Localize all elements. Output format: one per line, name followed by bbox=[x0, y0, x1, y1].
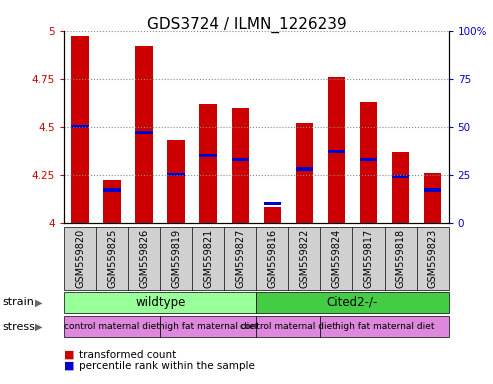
Text: GSM559816: GSM559816 bbox=[267, 229, 278, 288]
Text: high fat maternal diet: high fat maternal diet bbox=[159, 322, 258, 331]
Text: wildtype: wildtype bbox=[135, 296, 185, 309]
Bar bbox=[168, 173, 185, 177]
Bar bbox=[71, 125, 89, 129]
Text: Cited2-/-: Cited2-/- bbox=[327, 296, 378, 309]
Text: control maternal diet: control maternal diet bbox=[241, 322, 336, 331]
Text: GSM559821: GSM559821 bbox=[203, 228, 213, 288]
Text: GSM559825: GSM559825 bbox=[107, 228, 117, 288]
Text: GSM559824: GSM559824 bbox=[331, 228, 342, 288]
Bar bbox=[71, 36, 89, 223]
Text: GDS3724 / ILMN_1226239: GDS3724 / ILMN_1226239 bbox=[146, 17, 347, 33]
Text: transformed count: transformed count bbox=[79, 350, 176, 360]
Bar bbox=[104, 180, 121, 223]
Bar bbox=[232, 158, 249, 161]
Text: stress: stress bbox=[2, 321, 35, 332]
Text: high fat maternal diet: high fat maternal diet bbox=[335, 322, 434, 331]
Text: GSM559826: GSM559826 bbox=[139, 228, 149, 288]
Text: control maternal diet: control maternal diet bbox=[64, 322, 160, 331]
Bar bbox=[360, 158, 377, 161]
Bar bbox=[136, 131, 153, 134]
Bar bbox=[136, 46, 153, 223]
Bar bbox=[232, 108, 249, 223]
Bar bbox=[200, 154, 217, 157]
Bar bbox=[424, 189, 441, 192]
Text: GSM559820: GSM559820 bbox=[75, 228, 85, 288]
Bar bbox=[296, 123, 313, 223]
Text: ▶: ▶ bbox=[35, 297, 42, 308]
Bar bbox=[264, 207, 281, 223]
Bar bbox=[392, 175, 409, 179]
Text: ■: ■ bbox=[64, 350, 74, 360]
Text: GSM559819: GSM559819 bbox=[171, 229, 181, 288]
Bar bbox=[104, 189, 121, 192]
Text: GSM559822: GSM559822 bbox=[299, 228, 310, 288]
Text: percentile rank within the sample: percentile rank within the sample bbox=[79, 361, 255, 371]
Bar bbox=[168, 140, 185, 223]
Bar bbox=[200, 104, 217, 223]
Text: GSM559818: GSM559818 bbox=[395, 229, 406, 288]
Text: ■: ■ bbox=[64, 361, 74, 371]
Bar bbox=[424, 173, 441, 223]
Bar bbox=[360, 102, 377, 223]
Text: GSM559823: GSM559823 bbox=[427, 228, 438, 288]
Bar bbox=[296, 167, 313, 171]
Bar bbox=[328, 150, 345, 154]
Text: GSM559827: GSM559827 bbox=[235, 228, 246, 288]
Text: strain: strain bbox=[2, 297, 35, 308]
Text: ▶: ▶ bbox=[35, 321, 42, 332]
Bar bbox=[392, 152, 409, 223]
Bar bbox=[328, 77, 345, 223]
Bar bbox=[264, 202, 281, 205]
Text: GSM559817: GSM559817 bbox=[363, 228, 374, 288]
